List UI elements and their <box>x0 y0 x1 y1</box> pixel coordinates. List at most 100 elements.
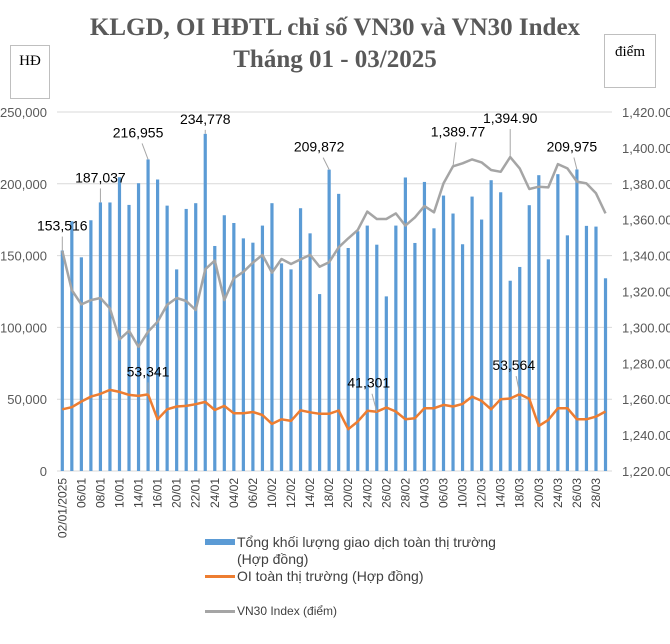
volume-bar <box>136 183 141 472</box>
x-axis-tick-label: 08/01 <box>93 478 107 508</box>
x-axis-tick-label: 16/01 <box>151 478 165 508</box>
volume-bar <box>327 169 331 471</box>
volume-bar <box>432 228 436 471</box>
volume-bar <box>117 177 122 471</box>
right-axis-tick-label: 1,320.00 <box>622 285 670 300</box>
x-axis-tick-label: 26/03 <box>570 478 584 508</box>
x-axis-tick-label: 18/02 <box>322 478 336 508</box>
volume-bar <box>337 193 341 472</box>
left-axis-tick-label: 200,000 <box>0 177 47 192</box>
legend-item-oi: OI toàn thị trường (Hợp đồng) <box>205 568 507 585</box>
volume-bar <box>156 179 160 471</box>
volume-bar <box>98 202 103 472</box>
volume-bar <box>108 202 112 471</box>
volume-bar <box>489 180 493 471</box>
volume-bar <box>518 266 522 471</box>
right-axis-tick-label: 1,260.00 <box>622 392 670 407</box>
x-axis-tick-label: 24/01 <box>208 478 222 508</box>
legend-label: OI toàn thị trường (Hợp đồng) <box>237 568 424 584</box>
volume-bar <box>556 174 560 471</box>
data-label: 53,564 <box>492 357 535 373</box>
x-axis-tick-label: 18/03 <box>513 478 527 508</box>
left-axis-tick-label: 150,000 <box>0 249 47 264</box>
x-axis-tick-label: 28/03 <box>589 478 603 508</box>
x-axis-tick-label: 20/02 <box>341 478 355 508</box>
x-axis-tick-label: 14/03 <box>494 478 508 508</box>
legend-swatch-bar <box>205 539 235 545</box>
volume-bar <box>470 196 474 472</box>
x-axis-tick-label: 10/01 <box>112 478 126 508</box>
left-axis-tick-label: 100,000 <box>0 320 47 335</box>
right-axis-tick-label: 1,360.00 <box>622 213 670 228</box>
volume-bar <box>575 169 579 472</box>
left-axis-unit-label: HĐ <box>10 45 50 99</box>
volume-bar <box>194 203 198 471</box>
right-axis-tick-label: 1,400.00 <box>622 141 670 156</box>
x-axis-tick-label: 12/03 <box>475 478 489 508</box>
data-label: 209,872 <box>294 139 345 155</box>
volume-bar <box>289 269 293 471</box>
vn30-line <box>61 155 607 349</box>
volume-bar <box>375 244 379 471</box>
right-axis-tick-label: 1,420.00 <box>622 105 670 120</box>
x-axis-tick-label: 02/01/2025 <box>55 478 69 538</box>
volume-bar <box>508 280 512 471</box>
x-axis-tick-label: 04/02 <box>227 478 241 508</box>
left-axis-tick-label: 50,000 <box>7 392 47 407</box>
volume-bar <box>584 225 589 471</box>
left-axis-tick-label: 0 <box>40 464 47 479</box>
legend-label: VN30 Index (điểm) <box>237 604 338 618</box>
x-axis-tick-label: 04/03 <box>417 478 431 508</box>
oi-line <box>62 388 607 431</box>
x-axis-tick-label: 24/02 <box>360 478 374 508</box>
x-axis-tick-label: 12/02 <box>284 478 298 508</box>
data-label: 41,301 <box>347 375 390 391</box>
legend-item-vn30: VN30 Index (điểm) <box>205 603 507 620</box>
legend-swatch-line <box>205 575 235 578</box>
volume-bar <box>213 245 217 471</box>
volume-bar <box>318 294 322 471</box>
x-axis-tick-label: 10/03 <box>456 478 470 508</box>
volume-bar <box>365 225 369 471</box>
volume-bar <box>441 195 446 471</box>
right-axis-tick-label: 1,280.00 <box>622 356 670 371</box>
volume-bar <box>594 226 598 471</box>
volume-bar <box>422 181 427 471</box>
legend-item-volume: Tổng khối lượng giao dịch toàn thị trườn… <box>205 534 507 568</box>
volume-bar <box>60 250 64 471</box>
volume-bar <box>565 235 569 471</box>
volume-bar <box>70 221 74 471</box>
volume-bar <box>222 215 226 471</box>
right-axis-tick-label: 1,240.00 <box>622 428 670 443</box>
volume-bar <box>184 208 188 471</box>
volume-bar <box>546 259 550 471</box>
data-label-leader <box>452 142 457 167</box>
data-label: 1,389.77 <box>431 123 486 139</box>
right-axis-unit-label: điểm <box>604 34 656 88</box>
x-axis-tick-label: 20/03 <box>532 478 546 508</box>
data-label-leader <box>371 393 378 412</box>
right-axis-tick-label: 1,340.00 <box>622 249 670 264</box>
volume-bar <box>241 238 245 471</box>
volume-bar <box>260 225 265 471</box>
x-axis-tick-label: 24/03 <box>551 478 565 508</box>
legend-swatch-line <box>205 610 235 613</box>
data-label-leader <box>573 157 578 170</box>
x-axis-tick-label: 14/02 <box>303 478 317 508</box>
volume-bar <box>251 242 255 471</box>
volume-bar <box>460 244 465 471</box>
x-axis-tick-label: 06/03 <box>437 478 451 508</box>
volume-bar <box>165 205 169 471</box>
volume-bar <box>537 175 541 471</box>
volume-bar <box>146 159 150 471</box>
data-label: 53,341 <box>127 363 170 379</box>
x-axis-tick-label: 06/02 <box>246 478 260 508</box>
data-label: 234,778 <box>180 111 231 127</box>
volume-bar <box>356 231 360 471</box>
data-label: 216,955 <box>113 124 164 140</box>
volume-bar <box>270 203 274 471</box>
chart-title-line2: Tháng 01 - 03/2025 <box>233 46 437 73</box>
chart-title-line1: KLGD, OI HĐTL chỉ số VN30 và VN30 Index <box>89 14 581 41</box>
legend: Tổng khối lượng giao dịch toàn thị trườn… <box>205 534 507 620</box>
